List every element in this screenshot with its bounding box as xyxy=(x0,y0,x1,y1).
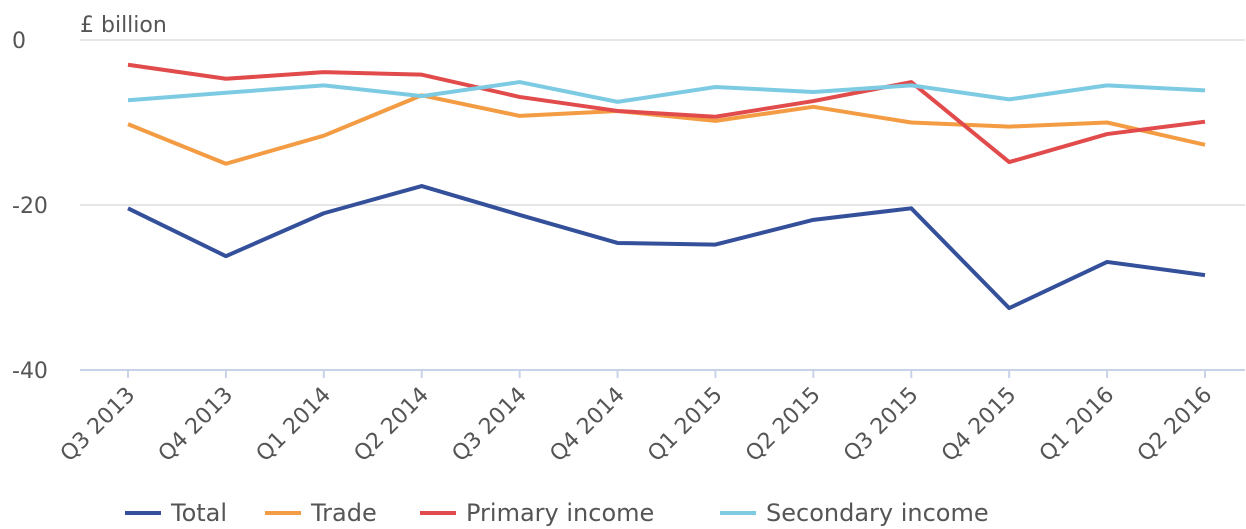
series-line xyxy=(127,93,1206,166)
x-tick-label: Q2 2014 xyxy=(350,383,434,467)
legend-label: Trade xyxy=(310,499,377,527)
x-tick-label: Q2 2016 xyxy=(1133,383,1217,467)
series-line xyxy=(127,184,1206,311)
y-axis-label: £ billion xyxy=(80,13,167,38)
x-tick-label: Q4 2015 xyxy=(937,383,1021,467)
x-tick-label: Q4 2013 xyxy=(154,383,238,467)
x-tick-label: Q2 2015 xyxy=(741,383,825,467)
x-tick-label: Q1 2016 xyxy=(1035,383,1119,467)
x-tick-label: Q1 2015 xyxy=(643,383,727,467)
x-tick-label: Q4 2014 xyxy=(545,383,629,467)
legend-label: Primary income xyxy=(466,499,654,527)
y-tick-label: -20 xyxy=(12,194,48,219)
x-tick-label: Q3 2014 xyxy=(448,383,532,467)
x-tick-label: Q1 2014 xyxy=(252,383,336,467)
x-tick-label: Q3 2015 xyxy=(839,383,923,467)
y-tick-label: 0 xyxy=(12,29,26,54)
legend-label: Secondary income xyxy=(766,499,989,527)
x-tick-label: Q3 2013 xyxy=(56,383,140,467)
legend-label: Total xyxy=(170,499,227,527)
series-line xyxy=(127,80,1206,104)
series-line xyxy=(127,62,1206,165)
y-tick-label: -40 xyxy=(12,359,48,384)
